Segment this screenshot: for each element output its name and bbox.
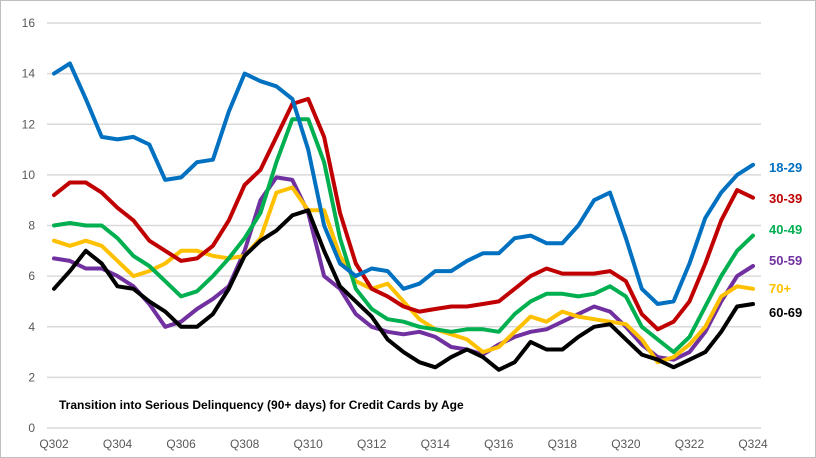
- y-tick-label: 0: [28, 421, 35, 435]
- x-tick-label: Q304: [103, 437, 133, 451]
- x-tick-label: Q318: [548, 437, 578, 451]
- legend-label-40-49: 40-49: [769, 222, 802, 237]
- x-tick-label: Q302: [39, 437, 69, 451]
- x-tick-label: Q314: [421, 437, 451, 451]
- legend-label-30-39: 30-39: [769, 191, 802, 206]
- x-axis-ticks: Q302 Q304 Q306 Q308 Q310 Q312 Q314 Q316 Q318 Q320…: [39, 437, 768, 451]
- x-tick-label: Q306: [166, 437, 196, 451]
- legend-label-50-59: 50-59: [769, 253, 802, 268]
- x-tick-label: Q324: [738, 437, 768, 451]
- x-tick-label: Q320: [611, 437, 641, 451]
- x-tick-label: Q310: [294, 437, 324, 451]
- y-tick-label: 8: [28, 219, 35, 233]
- x-tick-label: Q308: [230, 437, 260, 451]
- y-tick-label: 6: [28, 269, 35, 283]
- series-line-60-69: [52, 208, 755, 372]
- gridlines: [47, 22, 761, 429]
- y-tick-label: 4: [28, 320, 35, 334]
- series-line-40-49: [52, 117, 755, 355]
- x-tick-label: Q322: [675, 437, 705, 451]
- y-axis-ticks: 0 2 4 6 8 10 12 14 16: [22, 16, 36, 435]
- series-lines: [52, 61, 755, 372]
- legend-label-70+: 70+: [769, 281, 791, 296]
- legend: 18-29 30-39 40-49 50-59 70+ 60-69: [769, 160, 802, 320]
- series-line-30-39: [52, 96, 755, 332]
- y-tick-label: 12: [22, 117, 36, 131]
- series-line-18-29: [52, 61, 755, 306]
- x-tick-label: Q312: [357, 437, 387, 451]
- y-tick-label: 10: [22, 168, 36, 182]
- y-tick-label: 16: [22, 16, 36, 30]
- x-tick-label: Q316: [484, 437, 514, 451]
- legend-label-18-29: 18-29: [769, 160, 802, 175]
- chart-title: Transition into Serious Delinquency (90+…: [59, 398, 464, 412]
- y-tick-label: 14: [22, 67, 36, 81]
- y-tick-label: 2: [28, 370, 35, 384]
- series-line-50-59: [52, 175, 755, 362]
- series-line-70+: [52, 185, 755, 365]
- legend-label-60-69: 60-69: [769, 305, 802, 320]
